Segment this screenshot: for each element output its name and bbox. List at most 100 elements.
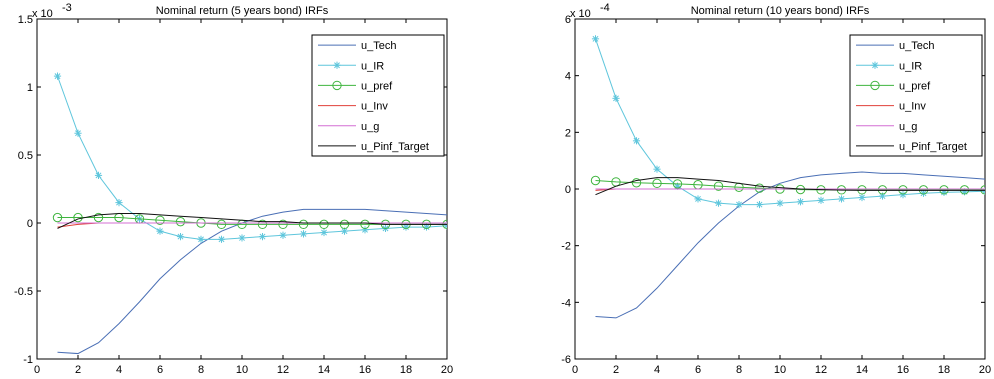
legend-entry-u-pref-label: u_pref — [899, 80, 931, 92]
legend-entry-u-pref-marker — [870, 80, 880, 91]
y-tick-label: 2 — [565, 127, 571, 139]
y-tick-label: -1 — [23, 354, 33, 366]
series-u-ir-marker — [736, 201, 742, 208]
series-u-ir-marker — [859, 194, 865, 201]
series-u-pref-marker — [898, 185, 908, 195]
x-tick-label: 8 — [198, 364, 204, 376]
series-u-pref-marker — [877, 185, 888, 195]
series-u-pref-marker — [980, 185, 985, 195]
series-group — [52, 72, 447, 355]
series-u-ir-marker — [920, 190, 927, 197]
series-u-ir-marker — [838, 195, 845, 202]
legend-entry-u-pref-marker — [332, 80, 342, 91]
legend-entry-u-ir-label: u_IR — [899, 60, 922, 72]
series-u-ir-marker — [797, 198, 804, 205]
legend-entry-u-pinf-target-label: u_Pinf_Target — [899, 141, 967, 153]
series-u-ir-marker — [444, 225, 447, 229]
y-tick-label: 0 — [565, 184, 571, 196]
series-u-pref-marker — [918, 185, 929, 195]
x-tick-label: 20 — [979, 364, 991, 376]
series-u-ir-marker — [259, 233, 266, 240]
series-u-pref-marker — [175, 216, 186, 227]
legend-entry-u-ir-marker — [872, 62, 878, 69]
legend-entry-u-inv-label: u_Inv — [361, 101, 388, 113]
x-tick-label: 18 — [400, 364, 412, 376]
series-u-pref-marker — [298, 219, 309, 230]
y-tick-label: -0.5 — [14, 286, 33, 298]
legend-entry-u-pref-label: u_pref — [361, 80, 393, 92]
x-tick-label: 10 — [774, 364, 786, 376]
series-u-ir-marker — [198, 236, 204, 243]
series-u-ir-marker — [403, 224, 409, 231]
series-u-ir-marker — [715, 200, 722, 207]
series-u-ir-marker — [423, 224, 430, 231]
series-u-ir-marker — [321, 229, 327, 236]
series-u-pref-marker — [319, 219, 329, 230]
x-tick-label: 18 — [938, 364, 950, 376]
series-group — [590, 35, 985, 319]
legend-entry-u-ir-marker — [334, 62, 340, 69]
x-tick-label: 10 — [236, 364, 248, 376]
series-u-pref-marker — [278, 219, 288, 230]
series-u-ir-marker — [900, 191, 906, 198]
chart-title: Nominal return (10 years bond) IRFs — [691, 5, 870, 17]
y-exponent-label: x 10 — [32, 8, 53, 20]
series-u-pref-marker — [939, 185, 949, 195]
x-tick-label: 6 — [157, 364, 163, 376]
y-tick-label: -6 — [561, 354, 571, 366]
series-u-pref-marker — [339, 219, 350, 230]
series-u-ir-marker — [756, 201, 763, 208]
x-tick-label: 14 — [318, 364, 330, 376]
y-exponent-power: -3 — [62, 2, 72, 14]
chart-title: Nominal return (5 years bond) IRFs — [156, 5, 329, 17]
series-u-pref-marker — [360, 219, 370, 230]
legend-entry-u-pinf-target-label: u_Pinf_Target — [361, 141, 429, 153]
series-u-ir-marker — [879, 193, 886, 200]
y-tick-label: 6 — [565, 14, 571, 26]
y-exponent-label: x 10 — [570, 8, 591, 20]
series-u-pinf-target-line — [57, 212, 447, 229]
y-tick-label: 0 — [27, 218, 33, 230]
series-u-pref-marker — [590, 175, 601, 186]
series-u-ir-marker — [592, 35, 599, 42]
series-u-pref-marker — [52, 212, 63, 223]
legend-box — [849, 34, 983, 157]
x-tick-label: 6 — [695, 364, 701, 376]
series-u-tech-line — [595, 171, 985, 319]
series-u-pref-marker — [959, 185, 970, 195]
series-u-ir-marker — [818, 197, 824, 204]
series-u-pref-marker — [257, 219, 268, 230]
legend-box — [311, 34, 445, 157]
x-tick-label: 16 — [359, 364, 371, 376]
x-tick-label: 2 — [75, 364, 81, 376]
legend: u_Tech u_IR u_pref u_Inv u_g u_Pinf_Target — [311, 34, 445, 157]
y-tick-label: -4 — [561, 297, 571, 309]
legend-entry-u-g-label: u_g — [361, 121, 379, 133]
series-u-ir-marker — [341, 228, 348, 235]
x-tick-label: 20 — [441, 364, 453, 376]
x-tick-label: 12 — [815, 364, 827, 376]
x-tick-label: 8 — [736, 364, 742, 376]
series-u-ir-marker — [177, 233, 184, 240]
series-u-pinf-target-line — [595, 177, 985, 196]
series-u-pref-marker — [93, 212, 104, 223]
x-tick-label: 0 — [34, 364, 40, 376]
series-u-ir-marker — [95, 172, 102, 179]
series-u-pref-marker — [216, 219, 227, 230]
series-u-pref-marker — [754, 183, 765, 193]
legend-entry-u-g-label: u_g — [899, 121, 917, 133]
legend: u_Tech u_IR u_pref u_Inv u_g u_Pinf_Target — [849, 34, 983, 157]
y-tick-label: 1 — [27, 82, 33, 94]
y-tick-label: 0.5 — [18, 150, 33, 162]
x-tick-label: 12 — [277, 364, 289, 376]
series-u-ir-marker — [239, 235, 245, 241]
series-u-ir-marker — [613, 95, 619, 102]
series-u-ir-marker — [54, 73, 61, 80]
series-u-ir-marker — [280, 232, 286, 239]
series-u-pref-marker — [155, 215, 165, 225]
x-tick-label: 2 — [613, 364, 619, 376]
series-u-ir-marker — [982, 190, 985, 195]
y-tick-label: -2 — [561, 241, 571, 253]
